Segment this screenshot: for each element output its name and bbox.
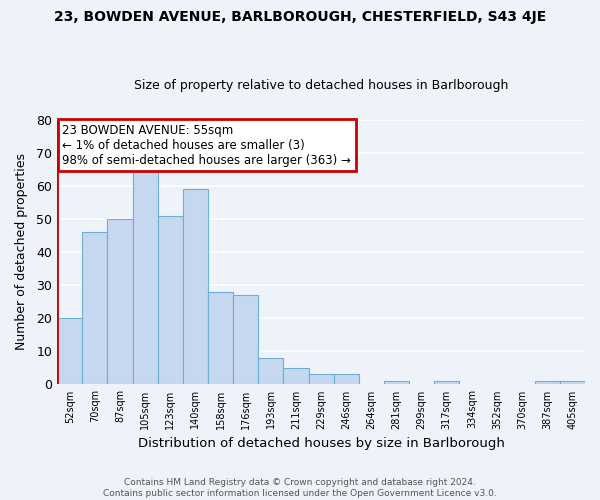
- X-axis label: Distribution of detached houses by size in Barlborough: Distribution of detached houses by size …: [137, 437, 505, 450]
- Title: Size of property relative to detached houses in Barlborough: Size of property relative to detached ho…: [134, 79, 508, 92]
- Bar: [107, 219, 133, 384]
- Text: Contains HM Land Registry data © Crown copyright and database right 2024.
Contai: Contains HM Land Registry data © Crown c…: [103, 478, 497, 498]
- Bar: [560, 381, 585, 384]
- Bar: [183, 189, 208, 384]
- Bar: [283, 368, 308, 384]
- Bar: [334, 374, 359, 384]
- Text: 23, BOWDEN AVENUE, BARLBOROUGH, CHESTERFIELD, S43 4JE: 23, BOWDEN AVENUE, BARLBOROUGH, CHESTERF…: [54, 10, 546, 24]
- Bar: [308, 374, 334, 384]
- Text: 23 BOWDEN AVENUE: 55sqm
← 1% of detached houses are smaller (3)
98% of semi-deta: 23 BOWDEN AVENUE: 55sqm ← 1% of detached…: [62, 124, 352, 166]
- Bar: [233, 295, 258, 384]
- Bar: [384, 381, 409, 384]
- Bar: [434, 381, 460, 384]
- Bar: [133, 166, 158, 384]
- Bar: [258, 358, 283, 384]
- Y-axis label: Number of detached properties: Number of detached properties: [15, 154, 28, 350]
- Bar: [158, 216, 183, 384]
- Bar: [82, 232, 107, 384]
- Bar: [535, 381, 560, 384]
- Bar: [208, 292, 233, 384]
- Bar: [57, 318, 82, 384]
